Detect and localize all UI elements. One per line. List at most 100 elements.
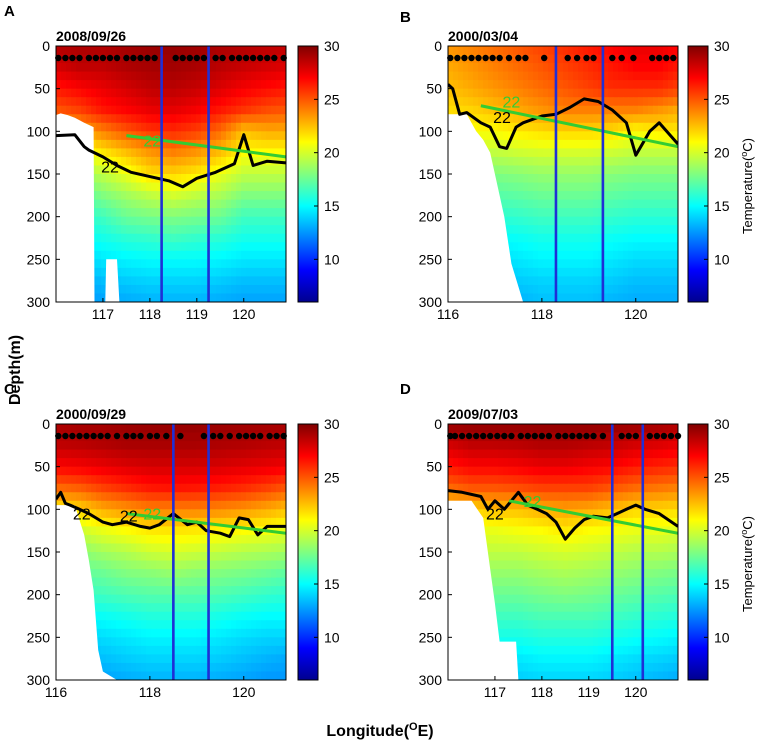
heatmap-cell	[111, 233, 117, 243]
heatmap-cell	[483, 80, 489, 90]
heatmap-cell	[181, 250, 187, 260]
heatmap-cell	[643, 63, 649, 73]
heatmap-cell	[493, 449, 499, 459]
heatmap-cell	[156, 552, 162, 562]
heatmap-cell	[246, 475, 252, 485]
heatmap-cell	[226, 80, 232, 90]
heatmap-cell	[171, 80, 177, 90]
heatmap-cell	[256, 208, 262, 218]
heatmap-cell	[151, 603, 157, 613]
heatmap-cell	[266, 509, 272, 519]
heatmap-cell	[613, 97, 619, 107]
heatmap-cell	[628, 148, 634, 158]
heatmap-cell	[266, 148, 272, 158]
heatmap-cell	[573, 46, 579, 56]
heatmap-cell	[563, 63, 569, 73]
heatmap-cell	[638, 259, 644, 269]
heatmap-cell	[513, 148, 519, 158]
heatmap-cell	[196, 63, 202, 73]
heatmap-cell	[588, 63, 594, 73]
heatmap-cell	[513, 526, 519, 536]
heatmap-cell	[96, 483, 102, 493]
heatmap-cell	[543, 267, 549, 277]
heatmap-cell	[156, 628, 162, 638]
heatmap-cell	[533, 122, 539, 132]
y-tick-label: 300	[27, 672, 51, 688]
heatmap-cell	[261, 242, 267, 252]
heatmap-cell	[256, 534, 262, 545]
heatmap-cell	[201, 208, 207, 218]
heatmap-cell	[186, 560, 192, 570]
heatmap-cell	[583, 449, 589, 459]
heatmap-cell	[261, 88, 267, 98]
heatmap-cell	[483, 139, 489, 149]
heatmap-cell	[161, 88, 167, 98]
heatmap-cell	[91, 71, 97, 81]
heatmap-cell	[528, 424, 534, 434]
heatmap-cell	[448, 63, 454, 73]
heatmap-cell	[523, 182, 529, 192]
heatmap-cell	[191, 46, 197, 56]
heatmap-cell	[191, 449, 197, 459]
heatmap-cell	[276, 500, 282, 510]
heatmap-cell	[96, 148, 102, 158]
heatmap-cell	[266, 611, 272, 621]
heatmap-cell	[261, 276, 267, 286]
heatmap-cell	[593, 199, 599, 209]
heatmap-cell	[463, 492, 469, 502]
heatmap-cell	[523, 276, 529, 286]
heatmap-cell	[211, 475, 217, 485]
heatmap-cell	[266, 284, 272, 295]
heatmap-cell	[121, 242, 127, 252]
heatmap-cell	[668, 225, 674, 235]
heatmap-cell	[141, 628, 147, 638]
heatmap-cell	[226, 475, 232, 485]
heatmap-cell	[528, 526, 534, 536]
heatmap-cell	[96, 174, 102, 184]
heatmap-cell	[528, 284, 534, 295]
heatmap-cell	[498, 449, 504, 459]
heatmap-cell	[146, 543, 152, 553]
heatmap-cell	[256, 233, 262, 243]
isotherm-label-a-1: 22	[101, 159, 119, 176]
heatmap-cell	[166, 216, 172, 226]
heatmap-cell	[151, 284, 157, 295]
heatmap-cell	[126, 586, 132, 596]
heatmap-cell	[96, 276, 102, 286]
heatmap-cell	[166, 586, 172, 596]
heatmap-cell	[201, 645, 207, 655]
colorbar-title-suffix: C)	[740, 138, 755, 152]
heatmap-cell	[141, 509, 147, 519]
heatmap-cell	[281, 97, 286, 107]
heatmap-cell	[131, 569, 137, 579]
heatmap-cell	[101, 483, 107, 493]
heatmap-cell	[101, 88, 107, 98]
heatmap-cell	[276, 242, 282, 252]
heatmap-cell	[216, 603, 222, 613]
heatmap-cell	[663, 225, 669, 235]
heatmap-cell	[508, 105, 514, 115]
heatmap-cell	[633, 105, 639, 115]
heatmap-cell	[106, 475, 112, 485]
heatmap-cell	[236, 46, 242, 56]
heatmap-cell	[628, 63, 634, 73]
heatmap-cell	[623, 293, 629, 302]
heatmap-cell	[116, 259, 122, 269]
heatmap-cell	[266, 88, 272, 98]
heatmap-cell	[196, 165, 202, 175]
heatmap-cell	[673, 71, 678, 81]
heatmap-cell	[251, 654, 257, 664]
heatmap-cell	[171, 131, 177, 141]
heatmap-cell	[643, 458, 649, 468]
heatmap-cell	[176, 671, 182, 680]
heatmap-cell	[543, 492, 549, 502]
heatmap-cell	[458, 492, 464, 502]
heatmap-cell	[136, 449, 142, 459]
heatmap-cell	[101, 174, 107, 184]
station-dot	[264, 54, 271, 62]
heatmap-cell	[251, 114, 257, 124]
heatmap-cell	[211, 156, 217, 167]
heatmap-cell	[261, 114, 267, 124]
heatmap-cell	[106, 449, 112, 459]
heatmap-cell	[668, 46, 674, 56]
